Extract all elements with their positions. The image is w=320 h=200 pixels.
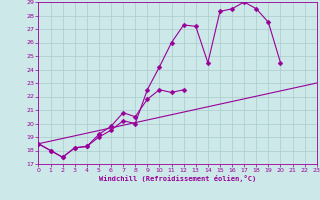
X-axis label: Windchill (Refroidissement éolien,°C): Windchill (Refroidissement éolien,°C)	[99, 175, 256, 182]
